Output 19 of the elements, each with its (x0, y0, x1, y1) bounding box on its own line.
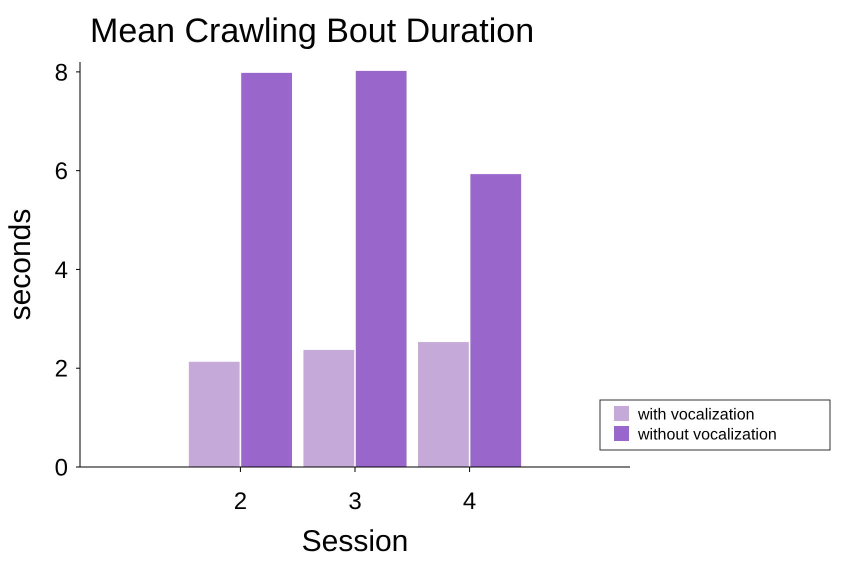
bar (356, 70, 407, 467)
y-tick-label: 6 (54, 158, 68, 186)
y-axis-title: seconds (4, 208, 37, 320)
legend-label: without vocalization (637, 426, 777, 444)
x-tick-label: 3 (348, 488, 362, 515)
chart-title: Mean Crawling Bout Duration (90, 12, 534, 50)
bar (470, 174, 522, 467)
bar (188, 362, 240, 467)
bar (418, 342, 469, 467)
x-tick-label: 4 (462, 488, 476, 515)
bar (303, 350, 354, 467)
y-tick-label: 2 (54, 356, 68, 383)
y-tick-label: 0 (54, 454, 68, 482)
legend-label: with vocalization (637, 406, 754, 424)
bar (241, 72, 292, 467)
y-tick-label: 4 (54, 256, 68, 284)
x-tick-label: 2 (234, 488, 248, 515)
y-tick-label: 8 (54, 59, 68, 86)
x-axis-title: Session (302, 525, 408, 558)
